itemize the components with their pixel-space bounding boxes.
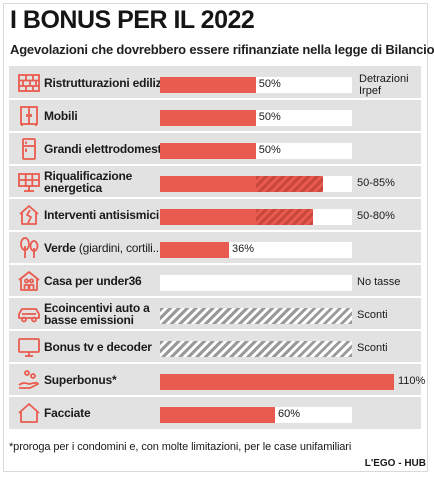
- bar-track: [160, 275, 352, 291]
- tv-icon: [17, 336, 41, 358]
- category-label: Facciate: [44, 406, 91, 420]
- bar-range: [255, 176, 323, 192]
- row-separator: [9, 98, 421, 100]
- value-label: 60%: [277, 408, 300, 420]
- bar: [160, 242, 229, 258]
- value-label: 50-80%: [357, 210, 395, 222]
- category-label-main: Mobili: [44, 109, 78, 123]
- category-label-main: Riqualificazione energetica: [44, 169, 133, 195]
- credit: L'EGO - HUB: [364, 458, 426, 469]
- chart-subtitle: Agevolazioni che dovrebbero essere rifin…: [10, 42, 434, 57]
- irpef-note: Detrazioni Irpef: [359, 73, 409, 97]
- footnote: *proroga per i condomini e, con molte li…: [9, 441, 352, 453]
- category-label-main: Superbonus*: [44, 373, 117, 387]
- category-label: Ecoincentivi auto a basse emissioni: [44, 302, 164, 326]
- category-label: Grandi elettrodomestici: [44, 143, 174, 155]
- bar-discount: [160, 341, 352, 357]
- earthquake-house-icon: [17, 204, 41, 226]
- row-separator: [9, 197, 421, 199]
- bar-track: [160, 341, 352, 357]
- house-facade-icon: [17, 402, 41, 424]
- bar-track: [160, 407, 352, 423]
- house-people-icon: [17, 270, 41, 292]
- value-label: 50%: [258, 111, 281, 123]
- category-label-main: Grandi elettrodomestici: [44, 142, 175, 156]
- category-label-main: Verde: [44, 241, 76, 255]
- value-label: 50%: [258, 144, 281, 156]
- row-separator: [9, 263, 421, 265]
- row-separator: [9, 296, 421, 298]
- bar-discount: [160, 308, 352, 324]
- value-label: 50%: [258, 78, 281, 90]
- row-separator: [9, 230, 421, 232]
- value-label: No tasse: [357, 276, 401, 288]
- tree-icon: [17, 237, 41, 259]
- category-label-main: Ristrutturazioni edilizie: [44, 76, 172, 90]
- row-separator: [9, 395, 421, 397]
- category-label: Mobili: [44, 109, 78, 123]
- value-label: 110%: [398, 375, 426, 387]
- car-icon: [17, 303, 41, 325]
- wardrobe-icon: [17, 105, 41, 127]
- value-label: 50-85%: [357, 177, 395, 189]
- bar-range: [255, 209, 314, 225]
- value-label: Sconti: [357, 342, 388, 354]
- bar-track: [160, 176, 352, 192]
- row-separator: [9, 329, 421, 331]
- category-label: Casa per under36: [44, 275, 142, 287]
- category-label: Superbonus*: [44, 373, 117, 387]
- bar-track: [160, 308, 352, 324]
- bar: [160, 176, 256, 192]
- chart-title: I BONUS PER IL 2022: [10, 6, 255, 34]
- solar-panel-icon: [17, 171, 41, 193]
- bar: [160, 374, 394, 390]
- category-label: Riqualificazione energetica: [44, 170, 144, 194]
- category-label: Bonus tv e decoder: [44, 341, 152, 353]
- value-label: Sconti: [357, 309, 388, 321]
- value-label: 36%: [231, 243, 254, 255]
- brick-wall-icon: [17, 72, 41, 94]
- fridge-icon: [17, 138, 41, 160]
- bar: [160, 407, 275, 423]
- row-separator: [9, 131, 421, 133]
- category-label-main: Facciate: [44, 406, 91, 420]
- bar-track: [160, 242, 352, 258]
- bar-track: [160, 77, 352, 93]
- category-label-main: Interventi antisismici: [44, 208, 159, 222]
- category-label: Ristrutturazioni edilizie: [44, 77, 171, 89]
- hand-coins-icon: [17, 369, 41, 391]
- bar-track: [160, 209, 352, 225]
- bar: [160, 110, 256, 126]
- category-label-main: Bonus tv e decoder: [44, 340, 152, 354]
- category-label-detail: (giardini, cortili...): [75, 241, 166, 255]
- category-label: Verde (giardini, cortili...): [44, 242, 166, 254]
- bar-track: [160, 143, 352, 159]
- row-separator: [9, 362, 421, 364]
- bar: [160, 209, 256, 225]
- category-label-main: Ecoincentivi auto a basse emissioni: [44, 301, 150, 327]
- bar: [160, 77, 256, 93]
- bar: [160, 143, 256, 159]
- row-separator: [9, 164, 421, 166]
- category-label: Interventi antisismici: [44, 209, 159, 221]
- category-label-main: Casa per under36: [44, 274, 142, 288]
- bar-track: [160, 374, 394, 390]
- bar-track: [160, 110, 352, 126]
